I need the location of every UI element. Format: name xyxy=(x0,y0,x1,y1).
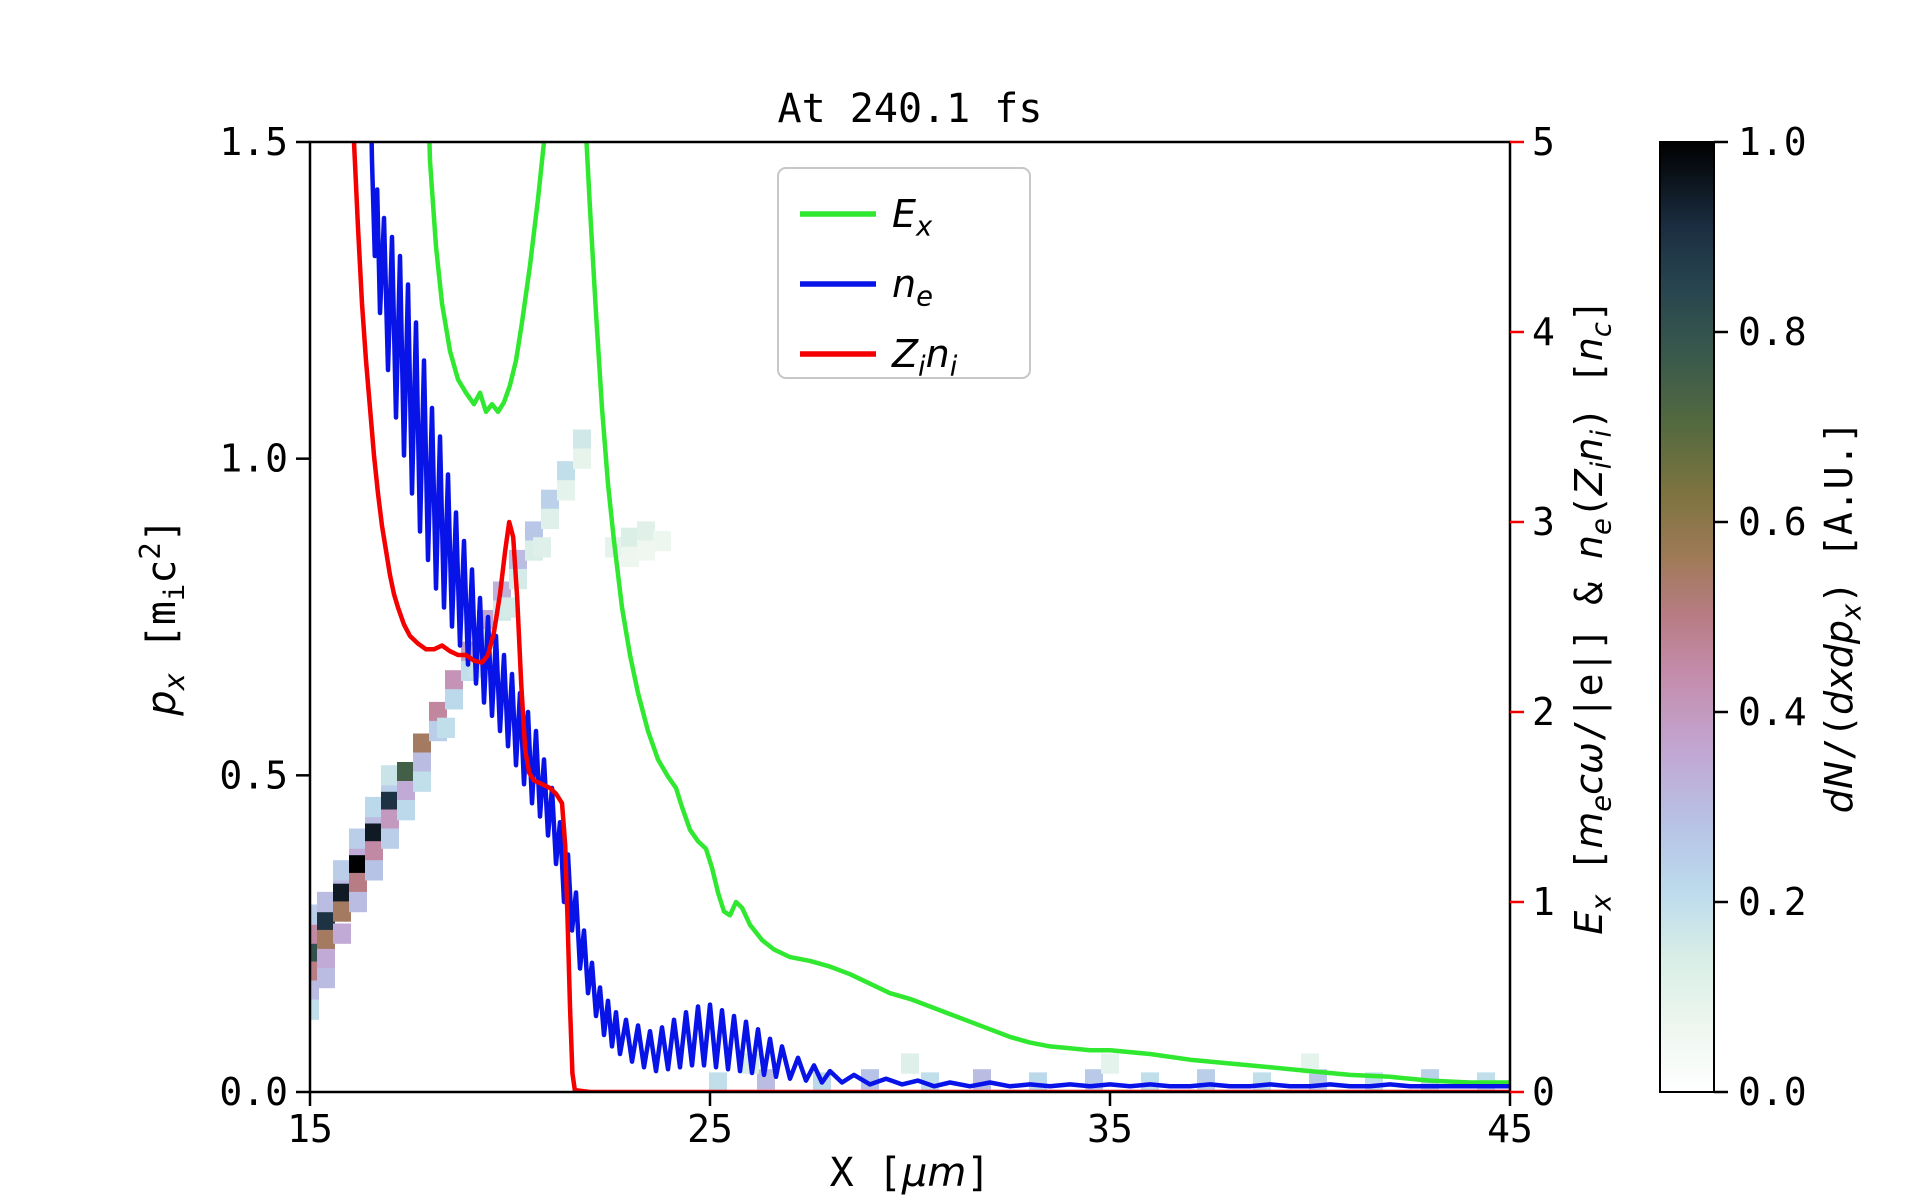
x-axis-label: X [μm] xyxy=(830,1150,991,1196)
y-right-tick-label: 5 xyxy=(1532,120,1555,164)
heatmap-cell xyxy=(333,923,351,944)
heatmap-cell xyxy=(365,796,383,818)
colorbar-tick-label: 0.8 xyxy=(1738,310,1807,354)
heatmap-cell xyxy=(365,860,383,881)
y-right-tick-label: 0 xyxy=(1532,1070,1555,1114)
heatmap-cell xyxy=(349,891,367,913)
colorbar-spine xyxy=(1659,141,1715,1093)
heatmap-cell xyxy=(381,765,399,786)
heatmap-cell xyxy=(310,904,319,925)
heatmap-cell xyxy=(310,961,319,982)
x-tick-label: 35 xyxy=(1087,1107,1133,1151)
heatmap-cell xyxy=(413,752,431,773)
heatmap-cell xyxy=(310,942,319,963)
heatmap-cell xyxy=(317,910,335,932)
plot-title: At 240.1 fs xyxy=(778,86,1043,132)
heatmap-cell xyxy=(397,781,415,802)
heatmap-cell xyxy=(381,828,399,849)
y-right-tick-label: 3 xyxy=(1532,500,1555,544)
legend-label-zini: Zini xyxy=(891,332,958,382)
zini-curve xyxy=(351,142,1510,1092)
heatmap-cell xyxy=(1101,1053,1119,1074)
heatmap-cell xyxy=(437,717,455,738)
colorbar-tick-label: 1.0 xyxy=(1738,120,1807,164)
heatmap-cell xyxy=(621,546,639,567)
heatmap-cell xyxy=(349,853,367,875)
heatmap-cell xyxy=(445,670,463,691)
colorbar-tick-label: 0.6 xyxy=(1738,500,1807,544)
legend: Ex ne Zini xyxy=(777,167,1031,382)
heatmap-cell xyxy=(653,530,671,552)
heatmap-cell xyxy=(333,882,351,903)
heatmap-cell xyxy=(317,967,335,989)
heatmap-cell xyxy=(429,701,447,723)
heatmap-cell xyxy=(637,521,655,542)
heatmap-cell xyxy=(310,999,319,1020)
heatmap-cell xyxy=(317,929,335,951)
colorbar: 0.0 0.2 0.4 0.6 0.8 1.0 dN/(dxdpx) [A.U.] xyxy=(1659,120,1867,1114)
colorbar-tick-label: 0.2 xyxy=(1738,880,1807,924)
heatmap-cell xyxy=(501,597,519,618)
y-left-tick-label: 0.5 xyxy=(219,753,288,797)
heatmap-cell xyxy=(541,489,559,510)
x-tick-label: 25 xyxy=(687,1107,733,1151)
heatmap-cell xyxy=(621,527,639,548)
legend-label-ne: ne xyxy=(892,262,933,312)
heatmap-cell xyxy=(901,1053,919,1074)
heatmap-cell xyxy=(310,980,319,1001)
legend-box xyxy=(777,167,1031,379)
heatmap-cell xyxy=(525,521,543,542)
colorbar-tick-label: 0.4 xyxy=(1738,690,1807,734)
heatmap-cell xyxy=(310,923,319,944)
heatmap-cell xyxy=(413,771,431,792)
y-right-tick-label: 1 xyxy=(1532,880,1555,924)
heatmap-cell xyxy=(333,860,351,881)
heatmap-cell xyxy=(381,809,399,830)
heatmap-cell xyxy=(317,948,335,970)
heatmap-cell xyxy=(541,508,559,529)
heatmap-cell xyxy=(365,822,383,843)
heatmap-cell xyxy=(349,872,367,894)
x-tick-label: 15 xyxy=(287,1107,333,1151)
heatmap-cell xyxy=(509,549,527,571)
heatmap-cell xyxy=(413,733,431,754)
y-right-axis-label: Ex [mecω/|e|] & ne(Zini) [nc] xyxy=(1567,299,1617,935)
y-left-tick-label: 1.0 xyxy=(219,437,288,481)
y-left-tick-label: 1.5 xyxy=(219,120,288,164)
heatmap-cell xyxy=(397,800,415,821)
heatmap-cell xyxy=(445,689,463,710)
y-left-axis-label: px [mic2] xyxy=(133,518,191,717)
heatmap-cell xyxy=(709,1072,727,1092)
y-left-tick-label: 0.0 xyxy=(219,1070,288,1114)
ex-curve xyxy=(427,142,1510,1085)
y-right-tick-label: 4 xyxy=(1532,310,1555,354)
y-right-tick-label: 2 xyxy=(1532,690,1555,734)
heatmap-cell xyxy=(573,448,591,469)
colorbar-tick-label: 0.0 xyxy=(1738,1070,1807,1114)
heatmap-cell xyxy=(397,762,415,783)
heatmap-cell xyxy=(573,429,591,450)
plot-spine xyxy=(308,140,1512,1094)
heatmap-cell xyxy=(757,1069,775,1090)
ne-curve xyxy=(369,142,1510,1089)
heatmap-cell xyxy=(349,828,367,849)
heatmap-cell xyxy=(533,537,551,558)
heatmap-cell xyxy=(557,461,575,482)
heatmap-cell xyxy=(381,790,399,811)
legend-label-ex: Ex xyxy=(892,192,933,242)
colorbar-label: dN/(dxdpx) [A.U.] xyxy=(1817,421,1867,813)
heatmap-cell xyxy=(557,480,575,501)
heatmap-cell xyxy=(317,891,335,913)
heatmap-cell xyxy=(365,841,383,862)
colorbar-gradient xyxy=(1660,142,1714,1092)
curves xyxy=(351,142,1510,1092)
heatmap-cell xyxy=(333,901,351,922)
x-tick-label: 45 xyxy=(1487,1107,1533,1151)
heatmap-cell xyxy=(637,540,655,561)
